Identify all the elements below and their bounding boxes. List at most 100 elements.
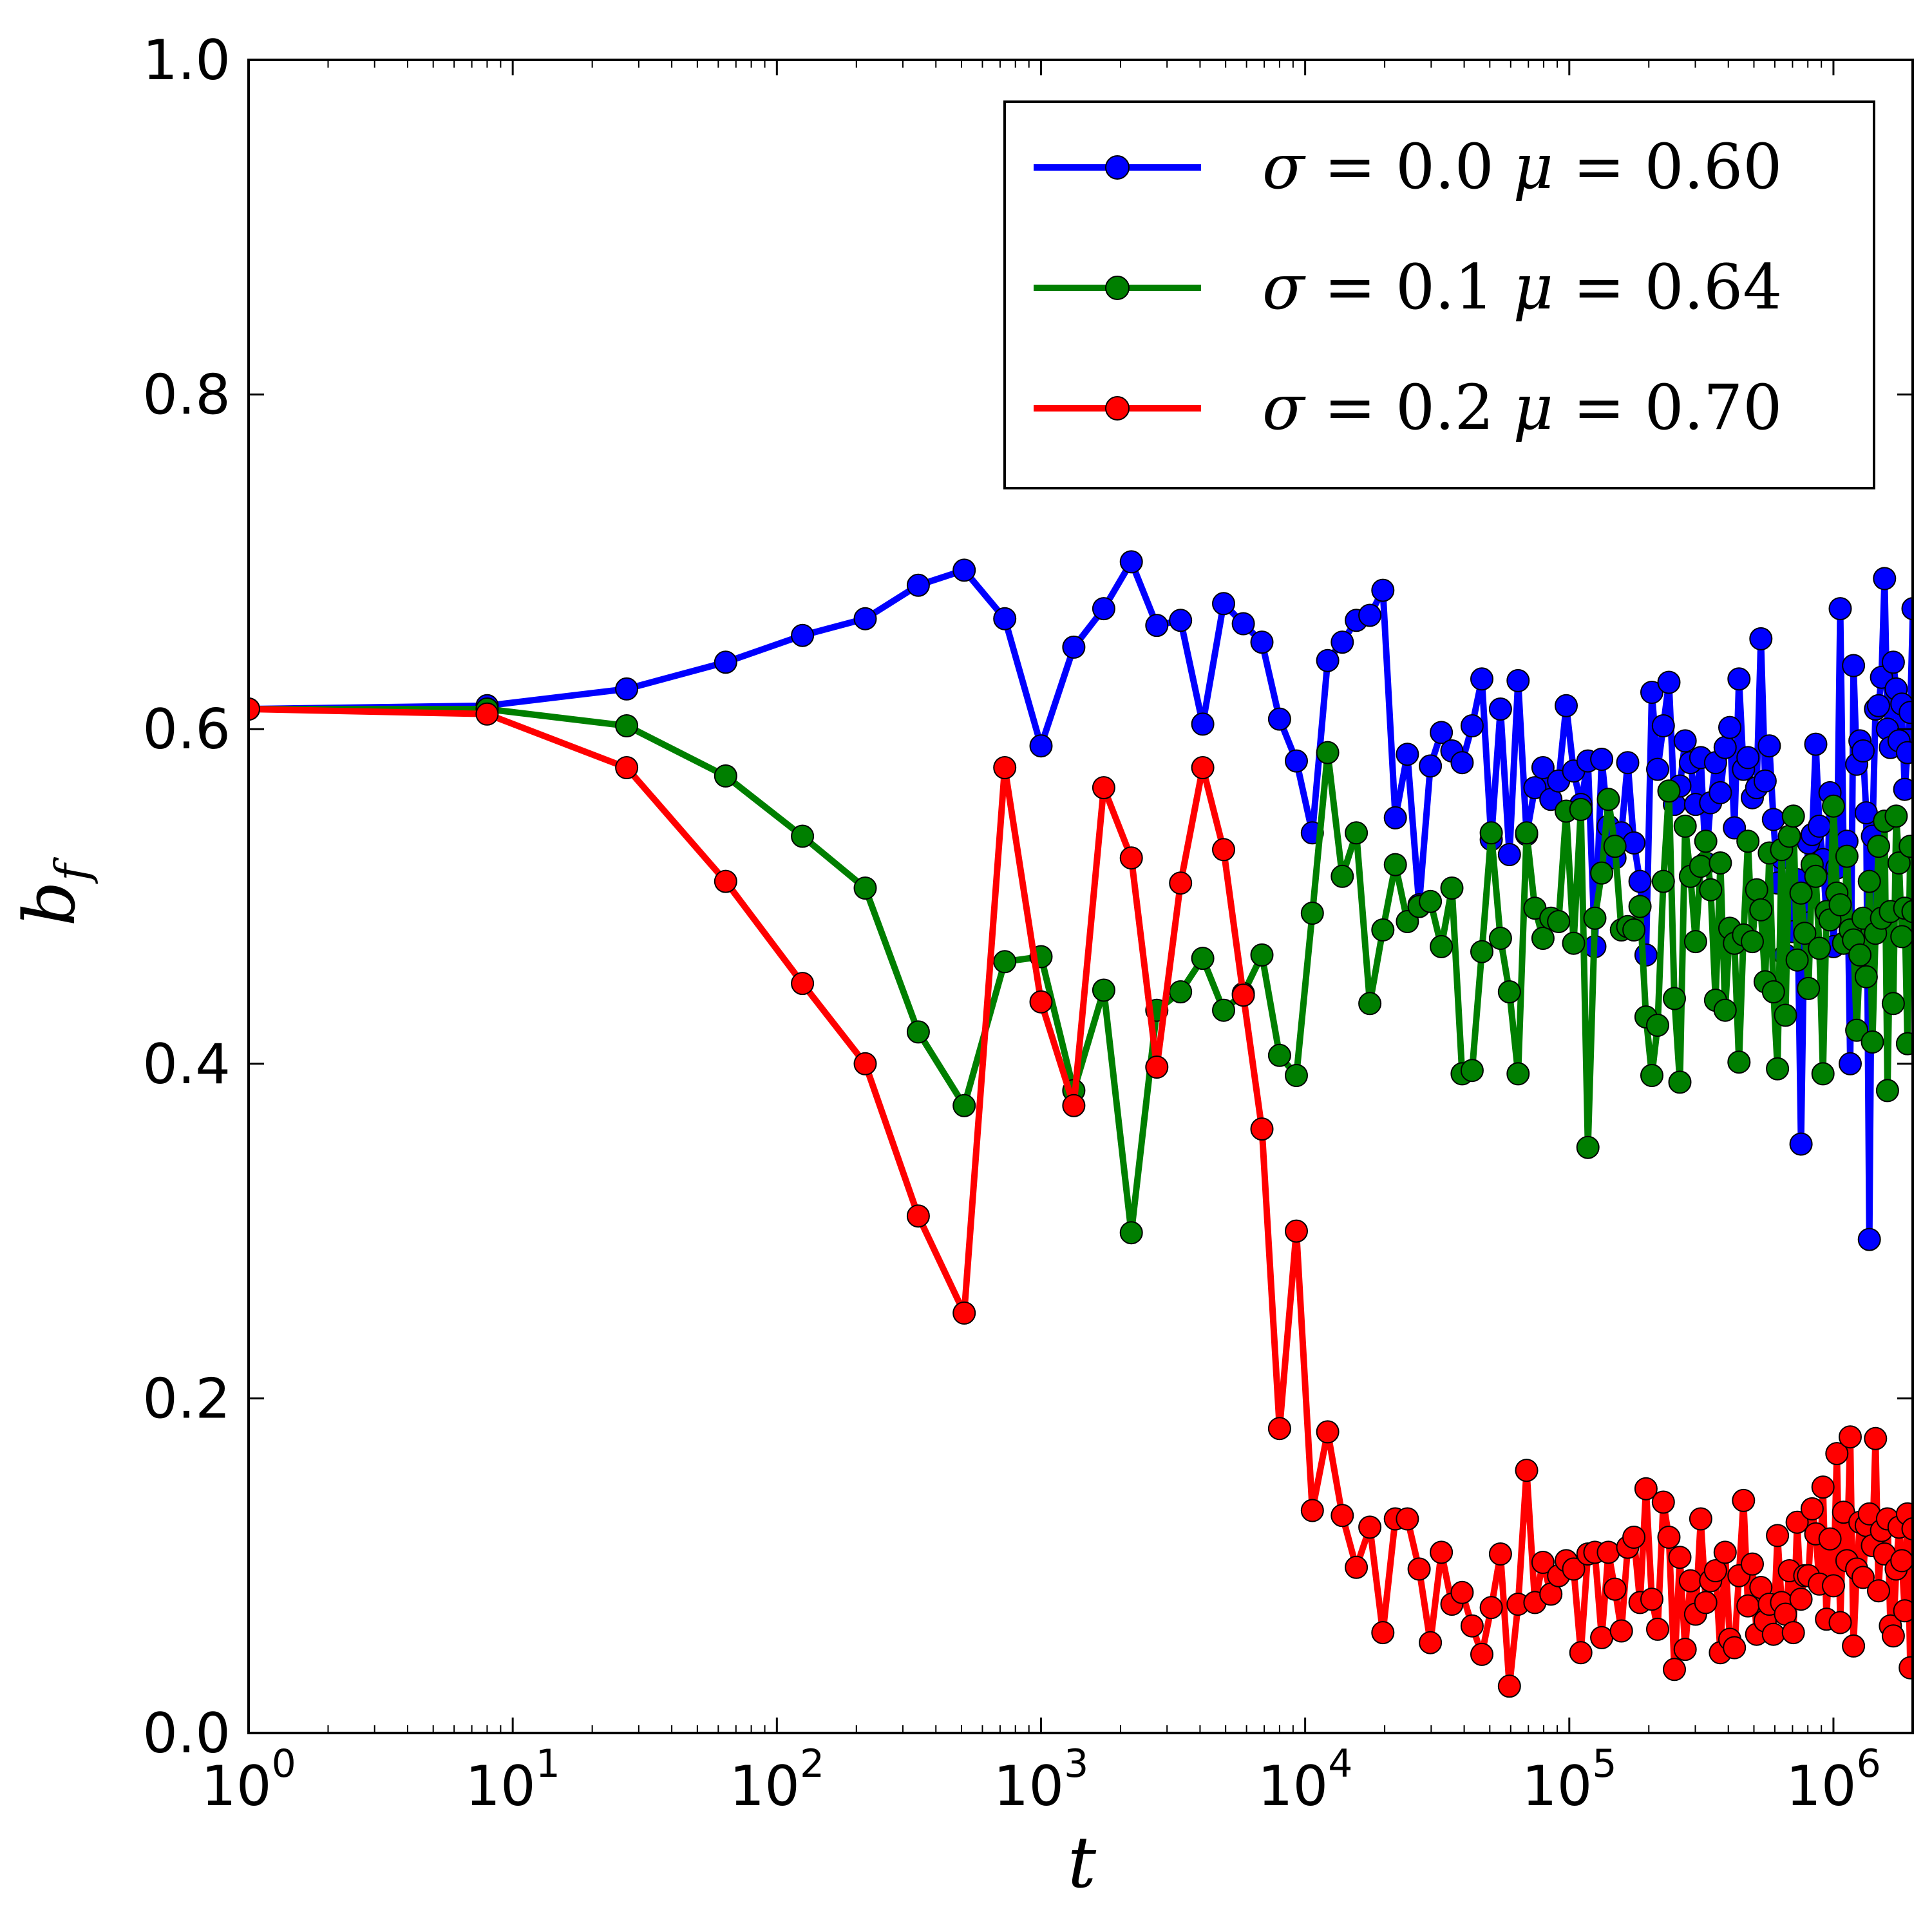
data-point [1668,1546,1692,1569]
data-point [1761,980,1785,1004]
data-point [1169,871,1193,895]
y-tick-label: 0.2 [142,1367,231,1431]
data-point [1622,831,1646,855]
data-point [1430,934,1454,958]
x-tick-label: 104 [1258,1741,1353,1819]
data-point [1651,1490,1675,1514]
legend-marker-1 [1105,276,1130,300]
data-point [1718,715,1741,739]
data-point [1901,900,1913,923]
data-point [1430,1540,1454,1564]
data-point [1191,712,1215,736]
data-point [1781,804,1805,828]
data-point [1169,609,1193,632]
data-point [615,756,639,779]
data-point [1901,597,1913,621]
data-point [993,607,1017,630]
data-point [1736,1594,1760,1618]
data-point [1515,821,1539,845]
data-point [853,607,877,630]
legend-entry-0: σ = 0.0 μ = 0.60 [1034,131,1782,203]
data-point [791,972,815,996]
legend-mu-0: 0.60 [1645,131,1783,203]
data-point [1145,614,1169,638]
y-tick-label: 0.4 [142,1032,231,1097]
data-point [475,702,499,726]
x-tick-label: 100 [201,1741,296,1819]
series-line-2 [249,706,1913,1690]
data-point [1822,1574,1845,1598]
data-point [952,558,976,582]
data-point [1250,943,1274,967]
data-point [1531,1551,1555,1574]
data-point [1062,1094,1086,1117]
data-point [1689,855,1712,878]
data-point [1497,843,1521,866]
data-point [1488,1542,1512,1566]
data-point [1300,1499,1324,1522]
y-tick-label: 0.0 [142,1701,231,1766]
data-point [1789,1587,1813,1611]
data-point [1890,925,1913,949]
data-point [1646,1014,1669,1037]
data-point [1864,1426,1888,1450]
data-point [1590,1625,1614,1649]
legend-marker-2 [1105,396,1130,421]
data-point [1873,567,1897,591]
data-point [1460,714,1484,737]
data-point [1800,1497,1824,1520]
y-tick-label: 0.8 [142,363,231,428]
data-point [1881,650,1905,674]
data-point [1753,769,1777,793]
data-point [1396,743,1419,766]
ticks-layer: 0.0 0.2 0.4 0.6 0.8 1.0 100 101 102 103 104 105 106 [142,28,1913,1819]
data-point [1470,667,1493,691]
data-point [1628,895,1652,918]
data-point [1789,881,1813,905]
data-point [1603,835,1627,858]
legend-sigma-1: 0.1 [1396,251,1494,323]
data-point [1497,980,1521,1004]
data-point [1331,864,1354,888]
data-point [1899,1656,1913,1680]
data-point [1316,741,1340,764]
data-point [1808,814,1832,838]
data-point [1596,1540,1620,1564]
data-point [1848,943,1872,967]
data-point [1622,1526,1646,1549]
data-point [1212,838,1235,862]
data-point [1678,1569,1702,1593]
data-point [1119,550,1143,574]
data-point [1699,878,1723,902]
data-point [952,1094,976,1117]
data-point [1867,694,1890,717]
data-point [1741,1552,1764,1576]
data-point [1250,630,1274,654]
data-point [1811,1062,1835,1086]
data-point [1694,1591,1718,1615]
data-point [1732,1488,1756,1512]
data-point [1562,1557,1586,1581]
data-point [1761,1622,1785,1646]
data-point [1893,777,1913,801]
data-point [1092,978,1115,1002]
data-point [1596,788,1620,811]
data-point [853,1052,877,1075]
data-point [1899,701,1913,724]
legend-sigma-0: 0.0 [1396,131,1494,203]
data-point [1497,1674,1521,1698]
data-point [1383,853,1407,876]
data-point [1531,927,1555,950]
data-point [1628,869,1652,893]
data-point [1757,734,1781,758]
y-axis-label-main: b [8,881,91,926]
data-point [1761,808,1785,831]
data-point [1683,930,1707,954]
data-point [1749,898,1773,922]
data-point [1460,1614,1484,1638]
data-point [1884,804,1908,828]
legend-entry-1: σ = 0.1 μ = 0.64 [1034,251,1782,323]
data-point [1450,751,1474,775]
data-point [1901,1517,1913,1540]
data-point [1881,1624,1905,1648]
